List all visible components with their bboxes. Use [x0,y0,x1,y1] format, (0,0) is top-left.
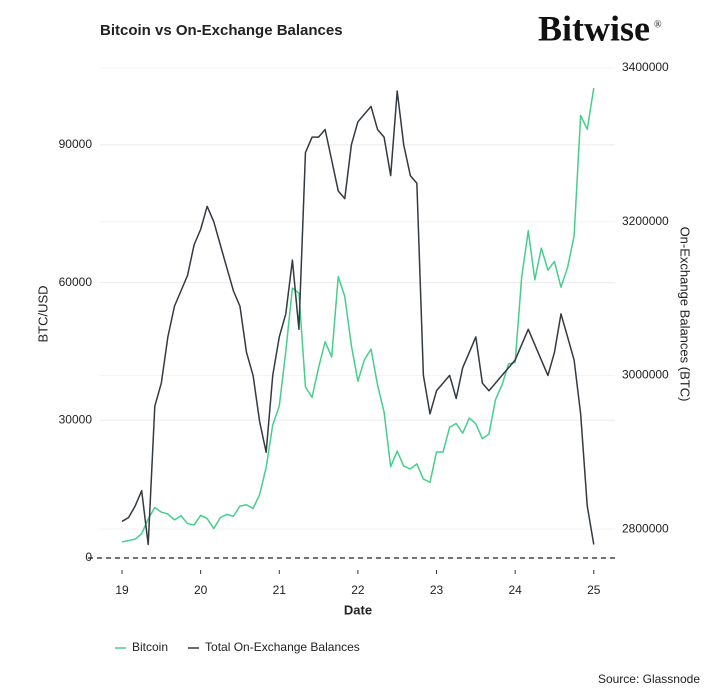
y2-tick-label: 2800000 [622,521,669,535]
x-tick-label: 20 [194,583,208,597]
y2-axis-title: On-Exchange Balances (BTC) [678,227,693,402]
x-tick-label: 21 [273,583,287,597]
x-tick-label: 25 [587,583,601,597]
x-tick-label: 24 [508,583,522,597]
y2-tick-label: 3400000 [622,60,669,74]
legend-label: Total On-Exchange Balances [205,640,360,654]
x-tick-label: 22 [351,583,365,597]
y-tick-label: 30000 [59,412,93,426]
y-tick-label: 0 [85,550,92,564]
y-tick-label: 60000 [59,275,93,289]
y2-tick-label: 3000000 [622,368,669,382]
x-tick-label: 23 [430,583,444,597]
y-tick-label: 90000 [59,137,93,151]
source: Source: Glassnode [598,672,700,686]
y2-tick-label: 3200000 [622,214,669,228]
series-line [121,87,595,543]
x-tick-label: 19 [115,583,129,597]
logo-mark: ® [654,19,662,30]
legend-label: Bitcoin [132,640,168,654]
chart-title: Bitcoin vs On-Exchange Balances [100,22,343,39]
x-axis-title: Date [344,602,372,617]
y-axis-title: BTC/USD [35,285,50,342]
series-line [121,90,595,546]
logo: Bitwise [538,8,650,48]
